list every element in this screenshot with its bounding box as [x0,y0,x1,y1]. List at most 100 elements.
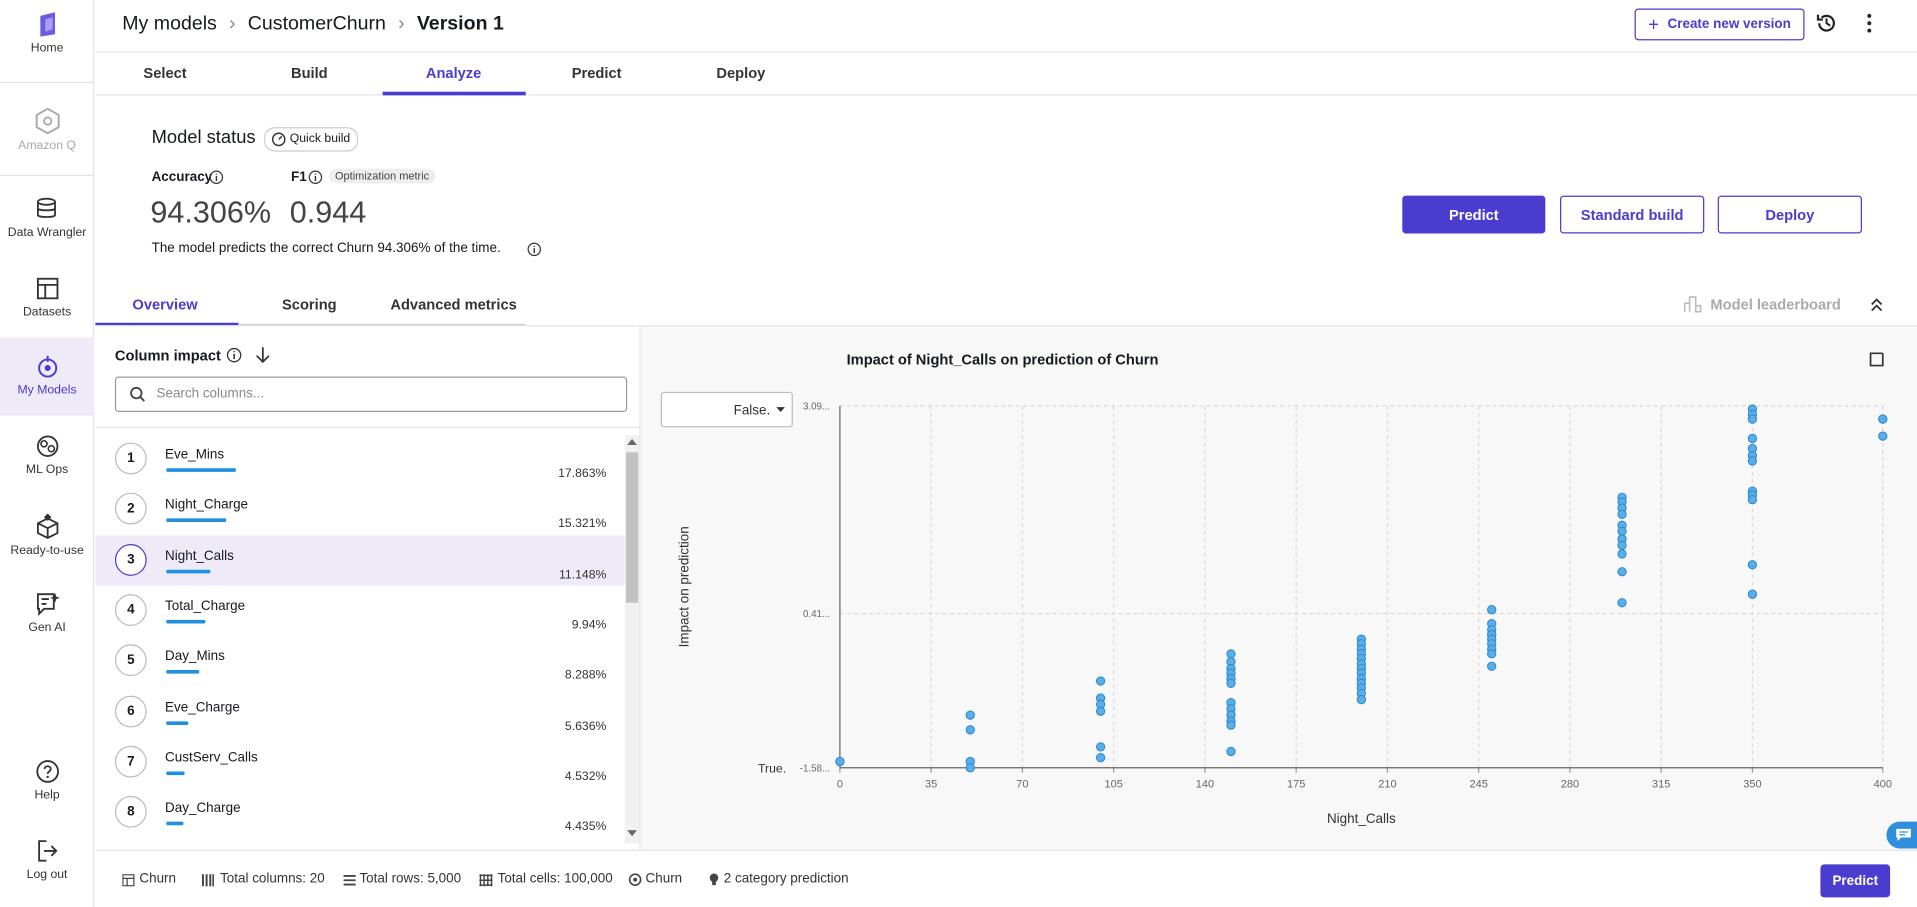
impact-bar [166,468,237,472]
nav-label: Data Wrangler [7,226,87,240]
impact-row[interactable]: 4 Total_Charge 9.94% [95,585,624,635]
badge: Optimization metric [328,168,436,184]
create-version-button[interactable]: + Create new version [1634,8,1805,41]
badge-label: Quick build [289,132,351,146]
tab[interactable]: Predict [571,64,622,82]
standard-build-button[interactable]: Standard build [1560,195,1705,234]
tab[interactable]: Select [143,64,187,82]
metric-value: 94.306% [150,195,272,230]
subtab[interactable]: Scoring [282,295,337,313]
nav-label: Log out [26,868,68,882]
icon [36,513,58,539]
footer-predict-button[interactable]: Predict [1820,864,1891,898]
info-icon[interactable] [308,170,323,185]
rows-icon [343,875,356,886]
more-icon[interactable] [1863,12,1875,34]
nav-item[interactable]: Home [0,12,94,55]
sort-icon[interactable] [256,346,271,364]
nav-item[interactable]: Gen AI [0,592,94,635]
chart-title: Impact of Night_Calls on prediction of C… [847,352,1159,368]
data-point [1487,605,1497,615]
impact-value: 9.94% [571,618,607,632]
nav-item[interactable]: Log out [0,839,94,882]
chat-icon [1896,828,1911,842]
collapse-icon[interactable] [1869,297,1884,312]
nav-item[interactable]: Ready-to-use [0,512,94,557]
data-point [1487,661,1497,671]
breadcrumb-link[interactable]: My models [122,13,217,35]
gauge-icon [271,132,286,147]
scroll-up[interactable] [627,438,637,446]
deploy-button[interactable]: Deploy [1717,195,1862,234]
impact-bar [166,771,184,775]
nav-item[interactable]: Amazon Q [0,107,94,153]
button-label: Create new version [1667,17,1791,32]
divider [95,849,1917,851]
impact-row[interactable]: 2 Night_Charge 15.321% [95,485,624,535]
nav-item[interactable]: Datasets [0,276,94,319]
impact-row[interactable]: 1 Eve_Mins 17.863% [95,434,624,484]
scroll-down[interactable] [627,830,637,837]
subtab[interactable]: Advanced metrics [390,295,517,313]
icon [36,197,56,218]
column-name: Night_Calls [165,548,234,564]
data-point [1747,589,1758,599]
y-tick-label: 0.41... [803,609,830,620]
breadcrumb-link[interactable]: CustomerChurn [247,13,386,35]
subtab-active[interactable]: Overview [132,295,198,313]
tab[interactable]: Deploy [716,64,766,82]
nav-item[interactable]: My Models [0,355,94,397]
expand-icon[interactable] [1869,352,1884,367]
scrollbar-thumb[interactable] [625,452,639,603]
chat-button[interactable] [1886,821,1917,849]
section-title: Model status [151,127,256,148]
baseline-label: True. [758,762,786,776]
impact-value: 4.532% [564,769,607,784]
impact-bar [166,821,184,826]
divider [95,325,1917,327]
nav-item[interactable]: Data Wrangler [0,197,94,240]
data-point [1487,649,1497,659]
impact-value: 11.148% [559,568,607,582]
impact-bar [166,518,227,523]
impact-row[interactable]: 3 Night_Calls 11.148% [95,534,625,586]
chart: Impact of Night_Calls on prediction of C… [640,326,1917,850]
x-tick-label: 70 [1016,778,1028,790]
footer-item: Churn [645,871,683,887]
history-icon[interactable] [1816,12,1838,34]
nav-label: Ready-to-use [10,544,84,558]
nav-item[interactable]: ML Ops [0,434,94,477]
nav-label: Home [30,41,64,56]
info-icon[interactable] [226,347,242,363]
tab[interactable]: Build [290,64,328,82]
data-point [1226,649,1236,659]
footer-item: Total rows: 5,000 [359,871,462,887]
tab-active[interactable]: Analyze [425,64,482,82]
leaderboard-link[interactable]: Model leaderboard [1710,295,1841,313]
x-tick-label: 140 [1196,778,1214,790]
impact-value: 17.863% [558,467,607,481]
x-tick-label: 35 [925,778,937,790]
predict-button[interactable]: Predict [1402,195,1546,234]
info-icon[interactable] [527,242,542,257]
nav-item[interactable]: Help [0,759,94,802]
search-placeholder: Search columns... [156,386,265,402]
info-icon[interactable] [209,170,224,185]
impact-row[interactable]: 6 Eve_Charge 5.636% [95,686,624,736]
impact-row[interactable]: 8 Day_Charge 4.435% [95,787,624,837]
icon [37,355,57,378]
search-box[interactable] [114,376,628,413]
impact-row[interactable]: 5 Day_Mins 8.288% [95,636,624,686]
column-name: Total_Charge [165,598,246,614]
class-selector[interactable] [660,391,793,428]
cells-icon [479,874,493,887]
data-point [1617,526,1627,537]
data-point [1747,456,1758,466]
data-point [835,756,845,767]
icon [36,592,60,616]
data-point [1747,560,1758,570]
separator: › [398,13,405,35]
impact-row[interactable]: 7 CustServ_Calls 4.532% [95,737,624,787]
